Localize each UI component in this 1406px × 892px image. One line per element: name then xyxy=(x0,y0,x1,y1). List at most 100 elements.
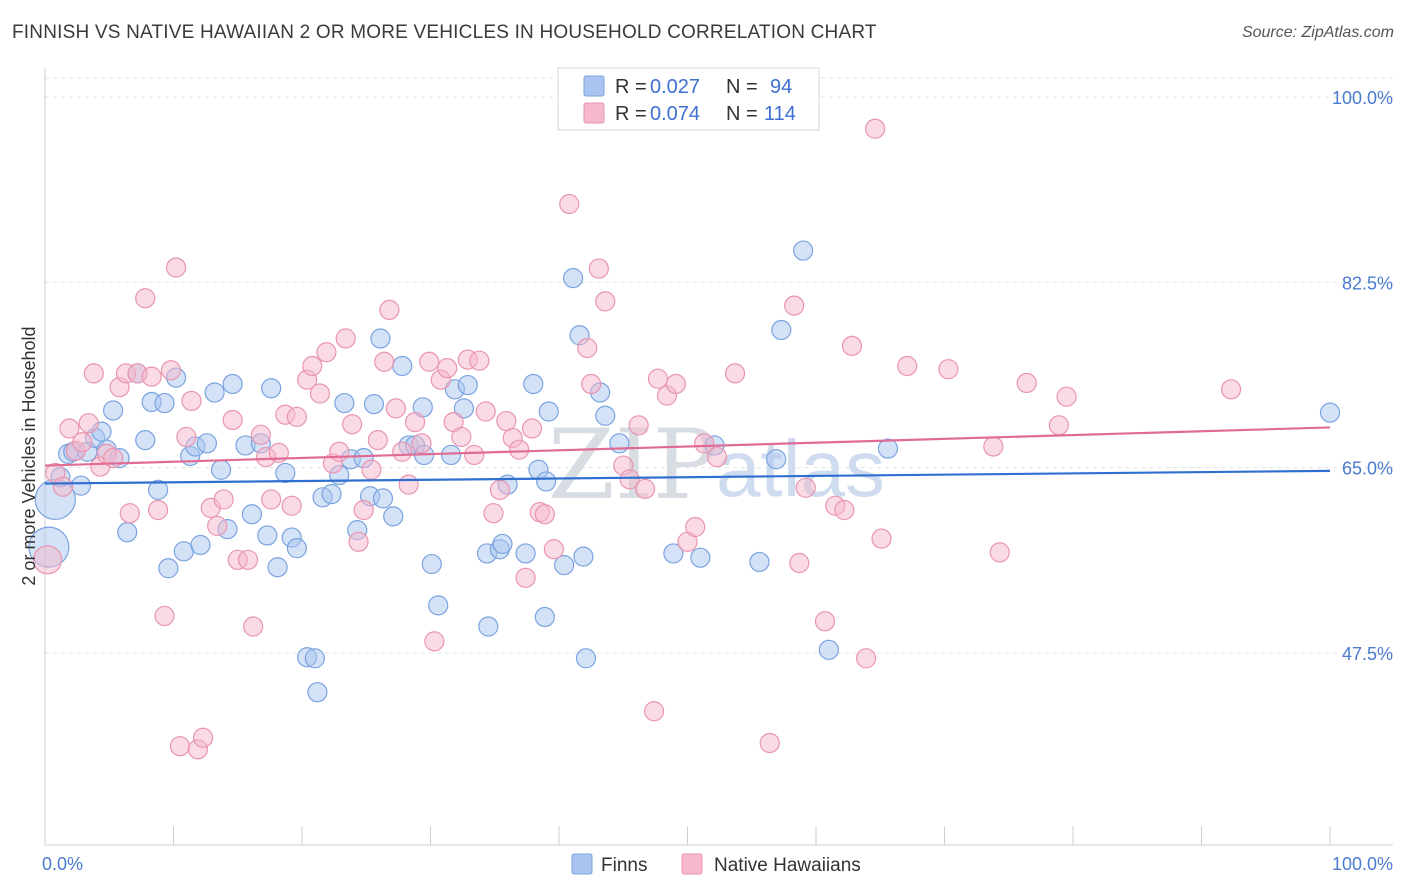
point-native-hawaiians-7 xyxy=(83,363,104,384)
point-native-hawaiians-94 xyxy=(694,433,715,454)
point-finns-28 xyxy=(222,373,243,395)
point-native-hawaiians-41 xyxy=(302,355,323,377)
point-native-hawaiians-29 xyxy=(222,409,243,431)
point-finns-12 xyxy=(117,522,138,543)
point-native-hawaiians-105 xyxy=(856,648,877,669)
point-native-hawaiians-51 xyxy=(367,430,388,451)
point-finns-60 xyxy=(440,444,462,466)
point-native-hawaiians-106 xyxy=(865,118,886,139)
point-native-hawaiians-28 xyxy=(213,489,234,510)
point-native-hawaiians-113 xyxy=(1048,415,1069,436)
x-tick-label-min: 0.0% xyxy=(42,854,83,874)
point-native-hawaiians-87 xyxy=(634,478,656,499)
axes xyxy=(44,68,1393,846)
point-native-hawaiians-49 xyxy=(353,499,374,521)
legend-r-label-finns: R = xyxy=(615,76,647,98)
point-finns-16 xyxy=(147,479,169,501)
point-native-hawaiians-85 xyxy=(619,469,640,490)
legend-n-label-finns: N = xyxy=(726,76,758,98)
y-tick-labels: 100.0% 82.5% 65.0% 47.5% xyxy=(1332,88,1393,664)
point-finns-41 xyxy=(307,682,328,703)
point-finns-91 xyxy=(877,438,899,459)
point-native-hawaiians-104 xyxy=(841,335,863,356)
point-native-hawaiians-75 xyxy=(521,418,543,439)
point-native-hawaiians-13 xyxy=(119,503,140,524)
point-finns-23 xyxy=(190,534,211,556)
point-native-hawaiians-62 xyxy=(437,358,458,379)
point-native-hawaiians-56 xyxy=(398,474,419,495)
point-native-hawaiians-79 xyxy=(559,193,580,215)
point-native-hawaiians-6 xyxy=(78,413,99,434)
point-finns-59 xyxy=(428,595,449,616)
bottom-legend: Finns Native Hawaiians xyxy=(571,853,861,876)
point-finns-18 xyxy=(158,558,179,579)
point-native-hawaiians-45 xyxy=(329,441,350,462)
point-native-hawaiians-86 xyxy=(628,415,649,436)
point-native-hawaiians-81 xyxy=(577,337,598,359)
legend-r-value-finns: 0.027 xyxy=(650,76,700,98)
point-finns-76 xyxy=(563,267,584,289)
y-tick-label-0: 100.0% xyxy=(1332,88,1393,108)
point-finns-83 xyxy=(663,543,684,564)
point-native-hawaiians-16 xyxy=(141,366,162,387)
bottom-legend-label-native-hawaiians: Native Hawaiians xyxy=(714,855,861,876)
point-native-hawaiians-46 xyxy=(335,328,356,349)
point-finns-86 xyxy=(749,551,770,573)
point-native-hawaiians-71 xyxy=(496,410,517,432)
point-native-hawaiians-103 xyxy=(834,499,855,521)
point-native-hawaiians-68 xyxy=(475,401,496,422)
point-native-hawaiians-82 xyxy=(588,258,609,279)
point-native-hawaiians-83 xyxy=(595,291,616,312)
point-finns-72 xyxy=(534,606,555,628)
point-native-hawaiians-112 xyxy=(1016,372,1037,394)
point-finns-51 xyxy=(372,488,394,509)
point-native-hawaiians-73 xyxy=(509,439,530,460)
point-native-hawaiians-43 xyxy=(316,342,337,363)
point-finns-90 xyxy=(818,639,839,660)
point-finns-65 xyxy=(478,616,499,637)
point-finns-10 xyxy=(103,400,124,421)
trend-line-finns xyxy=(44,469,1331,485)
y-axis-label: 2 or more Vehicles in Household xyxy=(19,326,39,585)
chart-title: FINNISH VS NATIVE HAWAIIAN 2 OR MORE VEH… xyxy=(12,22,877,43)
point-native-hawaiians-5 xyxy=(72,432,93,453)
point-native-hawaiians-0 xyxy=(32,545,63,575)
point-native-hawaiians-27 xyxy=(207,515,228,537)
point-finns-75 xyxy=(554,554,575,576)
point-finns-53 xyxy=(392,355,413,377)
point-native-hawaiians-17 xyxy=(147,499,169,521)
point-native-hawaiians-108 xyxy=(897,355,918,377)
point-native-hawaiians-101 xyxy=(814,611,836,632)
point-finns-69 xyxy=(515,543,536,564)
point-native-hawaiians-54 xyxy=(385,398,406,419)
point-native-hawaiians-38 xyxy=(281,495,302,516)
point-native-hawaiians-70 xyxy=(489,479,510,501)
watermark-atlas: atlas xyxy=(716,424,885,513)
point-native-hawaiians-47 xyxy=(342,414,363,435)
point-finns-81 xyxy=(595,405,616,426)
point-finns-5 xyxy=(70,475,92,496)
point-finns-78 xyxy=(573,546,594,567)
point-native-hawaiians-42 xyxy=(309,383,331,404)
legend-swatch-finns xyxy=(583,75,605,97)
point-native-hawaiians-111 xyxy=(989,542,1010,563)
point-native-hawaiians-53 xyxy=(379,299,400,320)
point-finns-37 xyxy=(286,538,307,559)
point-native-hawaiians-39 xyxy=(286,406,307,427)
legend: R = 0.027 N = 94 R = 0.074 N = 114 xyxy=(557,67,820,131)
point-native-hawaiians-74 xyxy=(515,567,536,588)
y-tick-label-1: 82.5% xyxy=(1342,273,1393,293)
point-native-hawaiians-58 xyxy=(411,433,432,454)
point-native-hawaiians-67 xyxy=(469,350,490,371)
point-native-hawaiians-64 xyxy=(451,426,472,448)
point-finns-49 xyxy=(363,394,385,415)
point-native-hawaiians-3 xyxy=(59,418,80,439)
trend-line-native-hawaiians xyxy=(44,426,1331,467)
point-native-hawaiians-88 xyxy=(643,701,665,722)
point-finns-82 xyxy=(609,433,630,454)
legend-r-label-native-hawaiians: R = xyxy=(615,103,647,125)
point-native-hawaiians-23 xyxy=(181,390,202,412)
point-native-hawaiians-35 xyxy=(261,489,282,510)
point-native-hawaiians-15 xyxy=(135,288,156,309)
